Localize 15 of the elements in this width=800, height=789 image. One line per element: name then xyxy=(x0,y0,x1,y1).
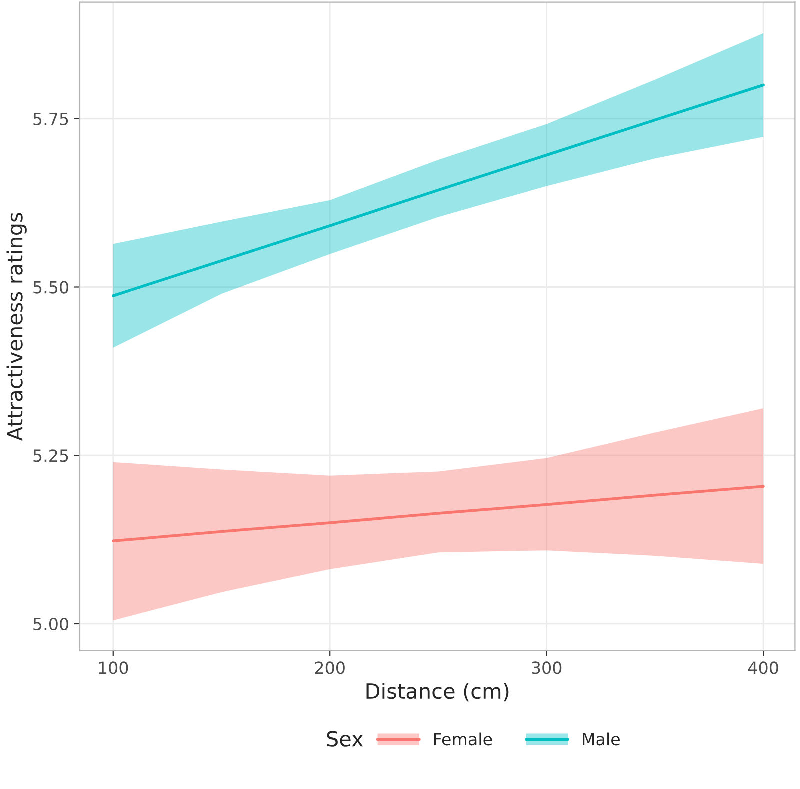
line-series xyxy=(112,485,765,543)
y-tick-label: 5.25 xyxy=(34,450,68,462)
line-series xyxy=(112,84,765,298)
y-axis-title: Attractiveness ratings xyxy=(6,213,27,441)
y-tick-label: 5.00 xyxy=(34,618,68,631)
y-tick-label: 5.50 xyxy=(34,281,68,294)
legend-label: Male xyxy=(583,732,620,746)
x-tick-label: 300 xyxy=(532,662,562,674)
x-tick-label: 400 xyxy=(748,662,778,674)
legend-title: Sex xyxy=(327,731,364,747)
x-tick-label: 200 xyxy=(315,662,345,674)
x-tick-label: 100 xyxy=(99,662,128,674)
x-axis-title: Distance (cm) xyxy=(366,683,509,702)
legend-label: Female xyxy=(434,732,492,746)
y-tick-label: 5.75 xyxy=(34,113,68,126)
